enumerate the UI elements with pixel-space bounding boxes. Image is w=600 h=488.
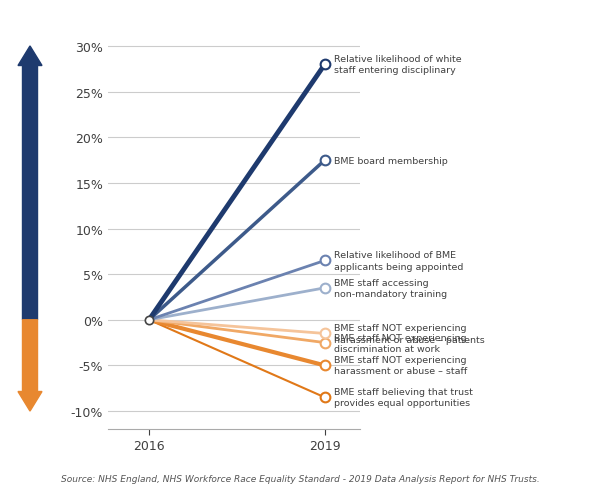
- Text: BME staff believing that trust
provides equal opportunities: BME staff believing that trust provides …: [334, 387, 473, 407]
- Text: BME staff NOT experiencing
discrimination at work: BME staff NOT experiencing discriminatio…: [334, 333, 466, 353]
- Text: BME board membership: BME board membership: [334, 156, 448, 165]
- FancyArrow shape: [18, 320, 42, 411]
- Text: Source: NHS England, NHS Workforce Race Equality Standard - 2019 Data Analysis R: Source: NHS England, NHS Workforce Race …: [61, 474, 539, 483]
- Text: BME staff NOT experiencing
harassment or abuse – staff: BME staff NOT experiencing harassment or…: [334, 356, 467, 376]
- Text: BME staff NOT experiencing
harassment or abuse – patients: BME staff NOT experiencing harassment or…: [334, 324, 485, 344]
- Text: BME staff accessing
non-mandatory training: BME staff accessing non-mandatory traini…: [334, 278, 447, 298]
- Text: Relative likelihood of BME
applicants being appointed: Relative likelihood of BME applicants be…: [334, 251, 463, 271]
- Text: Relative likelihood of white
staff entering disciplinary: Relative likelihood of white staff enter…: [334, 55, 461, 75]
- FancyArrow shape: [18, 47, 42, 320]
